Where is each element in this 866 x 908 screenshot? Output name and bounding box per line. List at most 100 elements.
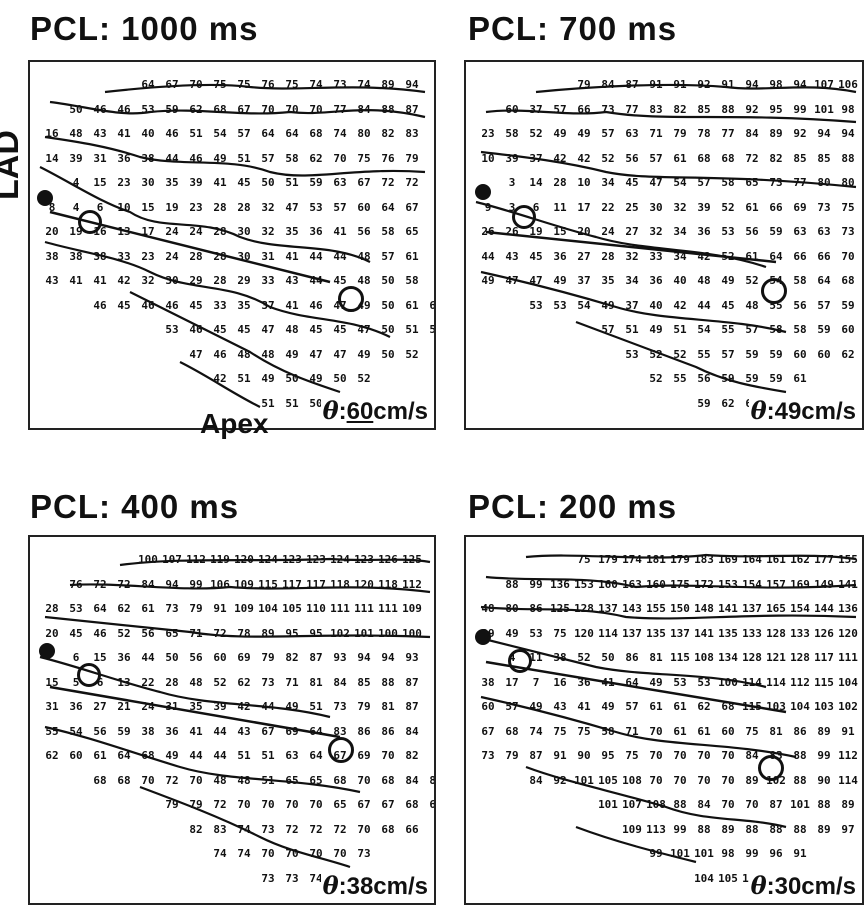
activation-time-value: 36 (309, 225, 323, 238)
activation-time-value: 19 (529, 225, 543, 238)
activation-time-value: 70 (673, 773, 687, 787)
activation-time-value: 53 (721, 225, 735, 238)
activation-time-value: 65 (333, 798, 347, 811)
activation-time-value: 22 (141, 675, 155, 689)
activation-time-value: 8 (48, 200, 56, 214)
activation-time-value: 36 (165, 724, 179, 738)
activation-time-value: 58 (793, 274, 807, 287)
activation-row: 15 5 6 13 22 28 48 52 62 73 71 81 84 85 88 87 (40, 676, 424, 689)
activation-row: 10 39 37 42 42 52 56 57 61 68 68 72 82 85 85 88 (476, 152, 860, 165)
activation-time-value: 79 (673, 127, 687, 140)
activation-time-value: 89 (817, 724, 831, 738)
activation-time-value: 59 (817, 323, 831, 336)
activation-time-value: 84 (357, 102, 371, 116)
activation-time-value: 57 (697, 176, 711, 189)
activation-time-value: 57 (649, 151, 663, 165)
activation-time-value: 75 (625, 749, 639, 762)
activation-time-value: 56 (793, 298, 807, 312)
activation-time-value: 41 (213, 176, 227, 189)
activation-time-value: 61 (93, 749, 107, 762)
activation-time-value: 70 (697, 749, 711, 762)
activation-time-value: 88 (697, 822, 711, 836)
activation-time-value: 45 (333, 323, 347, 336)
activation-time-value: 43 (553, 700, 567, 713)
activation-time-value: 6 (532, 200, 540, 214)
activation-time-value: 165 (766, 602, 786, 615)
activation-time-value: 37 (625, 298, 639, 312)
activation-row: 1011071088884707087101888997 (596, 798, 862, 811)
activation-time-value: 94 (357, 651, 371, 664)
activation-time-value: 81 (309, 675, 323, 689)
activation-time-value: 42 (577, 151, 591, 165)
activation-time-value: 64 (285, 127, 299, 140)
activation-time-value: 75 (553, 724, 567, 738)
activation-time-value: 45 (529, 249, 543, 263)
activation-time-value: 27 (625, 225, 639, 238)
activation-time-value: 43 (285, 274, 299, 287)
activation-time-value: 94 (817, 127, 831, 140)
activation-time-value: 75 (841, 200, 855, 214)
activation-time-value: 79 (189, 602, 203, 615)
activation-time-value: 74 (333, 127, 347, 140)
activation-time-value: 62 (841, 347, 855, 361)
activation-time-value: 74 (237, 847, 251, 860)
activation-time-value: 45 (69, 626, 83, 640)
activation-time-value: 68 (117, 773, 131, 787)
activation-time-value: 104 (838, 675, 858, 689)
activation-time-value: 53 (697, 675, 711, 689)
activation-time-value: 92 (745, 102, 759, 116)
activation-time-value: 54 (697, 323, 711, 336)
activation-time-value: 181 (646, 553, 666, 566)
activation-time-value: 70 (745, 798, 759, 811)
activation-time-value: 28 (213, 200, 227, 214)
activation-time-value: 62 (45, 749, 59, 762)
activation-time-value: 86 (381, 724, 395, 738)
isochrone-lines (475, 83, 857, 394)
activation-time-value: 32 (625, 249, 639, 263)
activation-time-value: 46 (309, 298, 323, 312)
activation-time-value: 59 (117, 724, 131, 738)
activation-time-value: 48 (69, 127, 83, 140)
activation-time-value: 84 (745, 749, 759, 762)
activation-time-value: 98 (841, 102, 855, 116)
activation-time-value: 33 (213, 298, 227, 312)
activation-time-value: 38 (69, 249, 83, 263)
activation-time-value: 20 (45, 626, 59, 640)
activation-time-value: 5 (72, 675, 80, 689)
early-site-ring (78, 210, 102, 234)
activation-time-value: 17 (577, 200, 591, 214)
activation-time-value: 32 (673, 200, 687, 214)
activation-time-value: 89 (841, 798, 855, 811)
activation-time-value: 60 (357, 200, 371, 214)
activation-time-value: 51 (261, 396, 275, 410)
activation-time-value: 15 (141, 200, 155, 214)
activation-time-value: 63 (817, 225, 831, 238)
early-site-ring (508, 649, 532, 673)
activation-time-value: 105 (282, 602, 302, 615)
activation-row: 23 58 52 49 49 57 63 71 79 78 77 84 89 92 94 94 (476, 127, 860, 140)
activation-time-value: 45 (333, 274, 347, 287)
activation-time-value: 46 (93, 298, 107, 312)
activation-time-value: 40 (673, 274, 687, 287)
activation-time-value: 141 (718, 602, 738, 615)
activation-time-value: 62 (237, 675, 251, 689)
activation-time-value: 137 (670, 626, 690, 640)
activation-time-value: 45 (213, 323, 227, 336)
activation-row: 16 48 43 41 40 46 51 54 57 64 64 68 74 80 82 83 (40, 127, 424, 140)
activation-time-value: 70 (189, 773, 203, 787)
activation-time-value: 88 (381, 675, 395, 689)
activation-time-value: 80 (357, 127, 371, 140)
activation-time-value: 89 (745, 773, 759, 787)
activation-time-value: 35 (165, 176, 179, 189)
activation-row: 5151505 (256, 397, 352, 410)
activation-time-value: 14 (45, 151, 59, 165)
activation-time-value: 60 (505, 102, 519, 116)
activation-time-value: 53 (165, 323, 179, 336)
activation-time-value: 137 (622, 626, 642, 640)
activation-time-value: 128 (790, 651, 810, 664)
activation-time-value: 148 (694, 602, 714, 615)
activation-time-value: 24 (165, 249, 179, 263)
activation-row: 534645454748454547505158 (160, 323, 434, 336)
activation-time-value: 137 (742, 602, 762, 615)
activation-time-value: 108 (694, 651, 714, 664)
